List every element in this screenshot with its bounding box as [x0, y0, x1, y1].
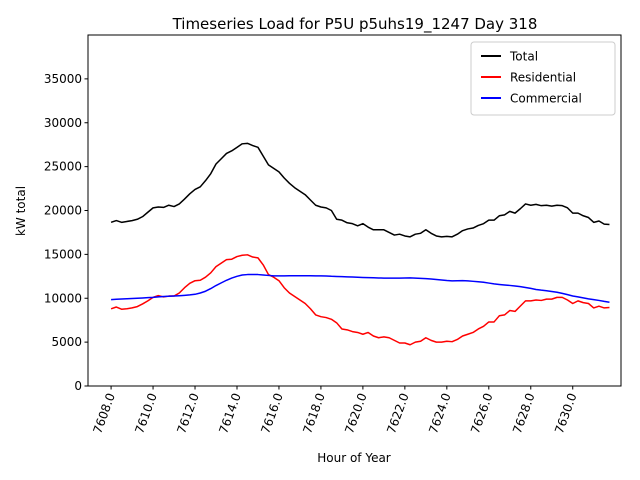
legend-label-commercial: Commercial	[510, 92, 582, 106]
legend-box	[470, 41, 616, 116]
y-tick-label: 15000	[44, 247, 82, 261]
y-tick-label: 25000	[44, 160, 82, 174]
y-tick-label: 30000	[44, 116, 82, 130]
legend-label-total: Total	[509, 50, 538, 64]
y-tick-label: 0	[74, 379, 82, 393]
x-axis-label: Hour of Year	[317, 451, 391, 465]
y-tick-label: 5000	[51, 335, 82, 349]
series-lines	[110, 142, 610, 346]
series-line-total	[110, 142, 610, 238]
y-tick-label: 10000	[44, 291, 82, 305]
y-axis: 0 5000 10000 15000 20000 25000 30000 35000	[44, 72, 88, 393]
series-line-residential	[110, 254, 610, 346]
y-tick-label: 35000	[44, 72, 82, 86]
series-line-commercial	[111, 273, 610, 303]
y-tick-label: 20000	[44, 204, 82, 218]
y-axis-label: kW total	[14, 186, 28, 236]
legend-label-residential: Residential	[510, 71, 576, 85]
legend: Total Residential Commercial	[470, 41, 616, 116]
chart-title: Timeseries Load for P5U p5uhs19_1247 Day…	[172, 15, 538, 34]
